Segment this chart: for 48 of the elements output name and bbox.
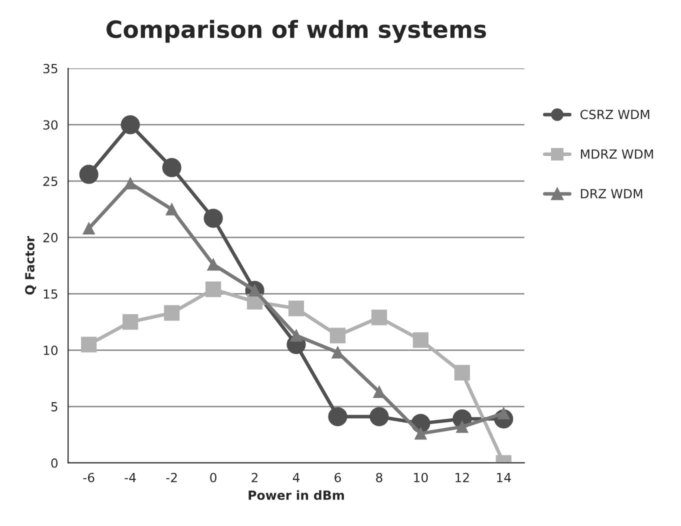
point <box>456 420 468 433</box>
x-tick-label: 0 <box>210 472 216 482</box>
point <box>79 164 98 184</box>
point <box>288 300 304 316</box>
y-tick-label: 25 <box>43 176 58 186</box>
point <box>412 332 428 348</box>
x-tick-label: 2 <box>252 472 258 482</box>
point <box>122 314 138 330</box>
legend-label: MDRZ WDM <box>580 150 653 159</box>
point <box>162 158 182 178</box>
x-tick-label: 10 <box>414 472 428 482</box>
point <box>290 329 302 342</box>
y-tick-label: 35 <box>43 64 58 74</box>
x-tick-label: 14 <box>497 472 511 482</box>
point <box>166 203 178 216</box>
point <box>164 305 180 321</box>
point <box>81 336 97 352</box>
y-tick-label: 10 <box>44 346 58 356</box>
x-tick-label: 8 <box>376 472 382 482</box>
point <box>204 208 223 228</box>
point <box>120 115 140 134</box>
y-tick-label: 20 <box>43 232 58 242</box>
legend-label: DRZ WDM <box>580 189 642 198</box>
point <box>207 258 220 271</box>
x-tick-label: 12 <box>456 472 469 482</box>
legend-label: CSRZ WDM <box>580 110 650 120</box>
chart-title: Comparison of wdm systems <box>106 20 486 43</box>
point <box>82 222 95 235</box>
point <box>454 364 470 381</box>
point <box>328 407 348 426</box>
y-tick-label: 0 <box>51 458 58 468</box>
point <box>414 428 427 440</box>
point <box>373 386 386 398</box>
x-tick-label: 6 <box>334 472 341 482</box>
x-tick-label: 4 <box>292 472 300 482</box>
y-tick-label: 5 <box>51 402 58 412</box>
point <box>371 310 388 326</box>
x-tick-label: -4 <box>124 472 136 482</box>
x-tick-label: -2 <box>166 472 177 482</box>
point <box>330 328 346 344</box>
point <box>370 407 389 426</box>
y-axis-title: Q Factor <box>25 236 36 295</box>
point <box>124 177 136 190</box>
y-tick-label: 15 <box>44 289 58 299</box>
y-tick-label: 30 <box>43 120 58 130</box>
x-tick-label: -6 <box>83 472 94 482</box>
x-axis-title: Power in dBm <box>248 490 344 500</box>
point <box>205 281 222 298</box>
